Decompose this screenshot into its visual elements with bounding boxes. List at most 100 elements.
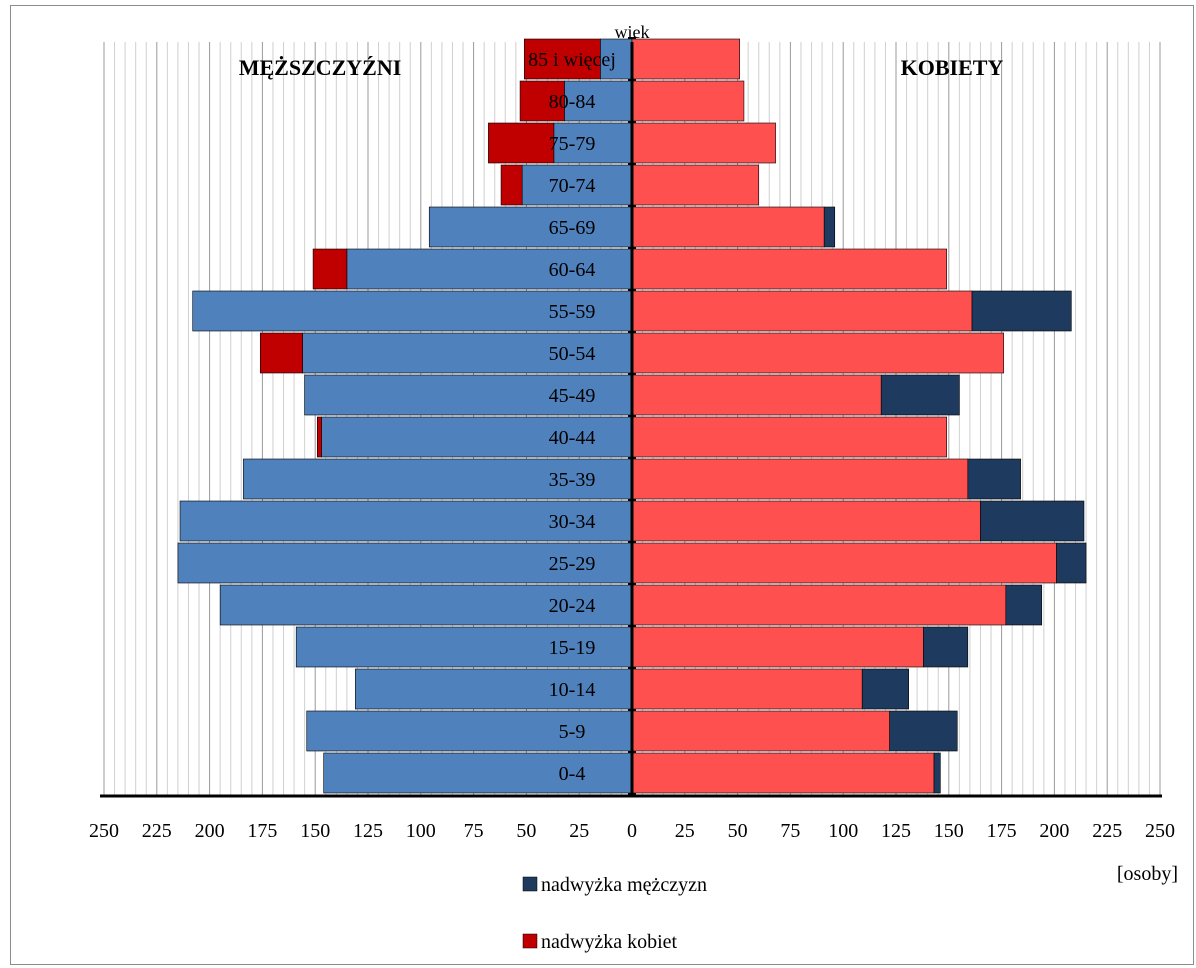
bar-surplus-male-5-9 [889, 710, 958, 752]
bar-surplus-male-65-69 [823, 206, 836, 248]
bar-male-80-84 [564, 80, 633, 122]
bar-male-30-34 [179, 500, 633, 542]
age-label-30-34: 30-34 [549, 511, 596, 533]
bar-male-60-64 [346, 248, 633, 290]
bar-male-85-i-więcej [600, 38, 633, 80]
bar-male-10-14 [355, 668, 633, 710]
bar-surplus-female-75-79 [488, 122, 555, 164]
axes [100, 37, 1162, 798]
age-labels: 0-4 5-9 10-14 15-19 20-24 25-29 30-34 35-39 40-4… [528, 49, 616, 785]
bar-female-55-59 [631, 290, 973, 332]
x-tick-label: 75 [780, 820, 800, 842]
bar-female-0-4 [631, 752, 935, 794]
bar-male-75-79 [553, 122, 633, 164]
x-tick-label: 175 [987, 820, 1017, 842]
age-label-0-4: 0-4 [559, 763, 586, 785]
age-label-70-74: 70-74 [549, 175, 596, 197]
age-label-45-49: 45-49 [549, 385, 596, 407]
bar-male-35-39 [243, 458, 633, 500]
bar-male-50-54 [302, 332, 633, 374]
x-tick-label: 25 [675, 820, 695, 842]
age-label-40-44: 40-44 [549, 427, 596, 449]
chart-frame [10, 5, 1194, 965]
age-label-35-39: 35-39 [549, 469, 596, 491]
bar-female-65-69 [631, 206, 825, 248]
x-tick-label: 25 [569, 820, 589, 842]
age-label-75-79: 75-79 [549, 133, 596, 155]
bar-surplus-female-60-64 [312, 248, 348, 290]
bar-male-25-29 [177, 542, 633, 584]
bar-surplus-male-55-59 [971, 290, 1072, 332]
x-tick-label: 125 [881, 820, 911, 842]
age-label-10-14: 10-14 [549, 679, 596, 701]
bar-male-55-59 [192, 290, 633, 332]
x-tick-label: 200 [195, 820, 225, 842]
bar-female-10-14 [631, 668, 863, 710]
bar-male-65-69 [428, 206, 633, 248]
bars [177, 38, 1087, 794]
age-label-60-64: 60-64 [549, 259, 596, 281]
x-tick-label: 125 [353, 820, 383, 842]
bar-male-20-24 [219, 584, 633, 626]
bar-female-15-19 [631, 626, 924, 668]
bar-female-40-44 [631, 416, 947, 458]
x-tick-label: 50 [728, 820, 748, 842]
x-tick-label: 250 [89, 820, 119, 842]
bar-male-45-49 [304, 374, 633, 416]
bar-male-0-4 [323, 752, 633, 794]
bar-surplus-male-35-39 [967, 458, 1021, 500]
bar-female-85-i-więcej [631, 38, 741, 80]
age-label-5-9: 5-9 [559, 721, 586, 743]
bar-female-5-9 [631, 710, 890, 752]
unit-label: [osoby] [1117, 863, 1178, 885]
x-tick-label: 200 [1039, 820, 1069, 842]
bar-surplus-female-40-44 [317, 416, 322, 458]
bar-surplus-male-20-24 [1005, 584, 1043, 626]
x-tick-label: 0 [627, 820, 637, 842]
bar-male-40-44 [321, 416, 633, 458]
bar-male-70-74 [521, 164, 633, 206]
bar-female-45-49 [631, 374, 882, 416]
bar-surplus-male-45-49 [880, 374, 960, 416]
bar-surplus-female-70-74 [500, 164, 523, 206]
x-tick-label: 175 [247, 820, 277, 842]
bar-female-60-64 [631, 248, 947, 290]
legend-label-surplus-female: nadwyżka kobiet [541, 931, 678, 953]
bar-female-20-24 [631, 584, 1007, 626]
x-tick-label: 100 [828, 820, 858, 842]
female-title: KOBIETY [901, 55, 1004, 80]
age-axis-label: wiek [615, 22, 650, 42]
bar-surplus-female-80-84 [519, 80, 565, 122]
bar-surplus-female-50-54 [259, 332, 303, 374]
x-tick-label: 225 [142, 820, 172, 842]
x-tick-labels: 250 225 200 175 150 125 100 75 50 25 0 25 50 75 100 125… [89, 820, 1175, 842]
bar-female-75-79 [631, 122, 776, 164]
bar-female-70-74 [631, 164, 760, 206]
legend-swatch-surplus-female [522, 933, 538, 949]
bar-male-5-9 [306, 710, 633, 752]
age-label-65-69: 65-69 [549, 217, 596, 239]
age-label-20-24: 20-24 [549, 595, 596, 617]
bar-female-50-54 [631, 332, 1005, 374]
age-label-15-19: 15-19 [549, 637, 596, 659]
age-label-85-i-więcej: 85 i więcej [528, 49, 616, 71]
bar-surplus-male-30-34 [980, 500, 1085, 542]
x-tick-label: 225 [1092, 820, 1122, 842]
bar-surplus-male-15-19 [923, 626, 969, 668]
x-tick-label: 100 [406, 820, 436, 842]
bar-female-25-29 [631, 542, 1057, 584]
legend-swatch-surplus-male [522, 876, 538, 892]
x-tick-label: 150 [300, 820, 330, 842]
bar-surplus-male-10-14 [861, 668, 909, 710]
bar-surplus-male-0-4 [933, 752, 941, 794]
legend-label-surplus-male: nadwyżka mężczyzn [541, 874, 707, 896]
bar-female-35-39 [631, 458, 969, 500]
age-label-50-54: 50-54 [549, 343, 596, 365]
bar-female-80-84 [631, 80, 745, 122]
male-title: MĘŻSZCZYŹNI [239, 55, 402, 80]
age-label-55-59: 55-59 [549, 301, 596, 323]
bar-female-30-34 [631, 500, 981, 542]
bar-surplus-male-25-29 [1056, 542, 1087, 584]
age-label-25-29: 25-29 [549, 553, 596, 575]
